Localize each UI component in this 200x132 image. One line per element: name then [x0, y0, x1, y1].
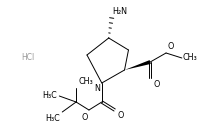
Text: CH₃: CH₃	[182, 53, 197, 62]
Text: H₃C: H₃C	[42, 91, 57, 100]
Text: H₃C: H₃C	[45, 114, 60, 123]
Text: H₂N: H₂N	[112, 7, 127, 16]
Text: N: N	[93, 84, 99, 93]
Text: O: O	[81, 113, 88, 122]
Polygon shape	[124, 60, 150, 70]
Text: O: O	[117, 111, 123, 120]
Text: O: O	[152, 80, 159, 89]
Text: CH₃: CH₃	[78, 77, 92, 86]
Text: O: O	[166, 42, 173, 51]
Text: HCl: HCl	[21, 53, 34, 62]
